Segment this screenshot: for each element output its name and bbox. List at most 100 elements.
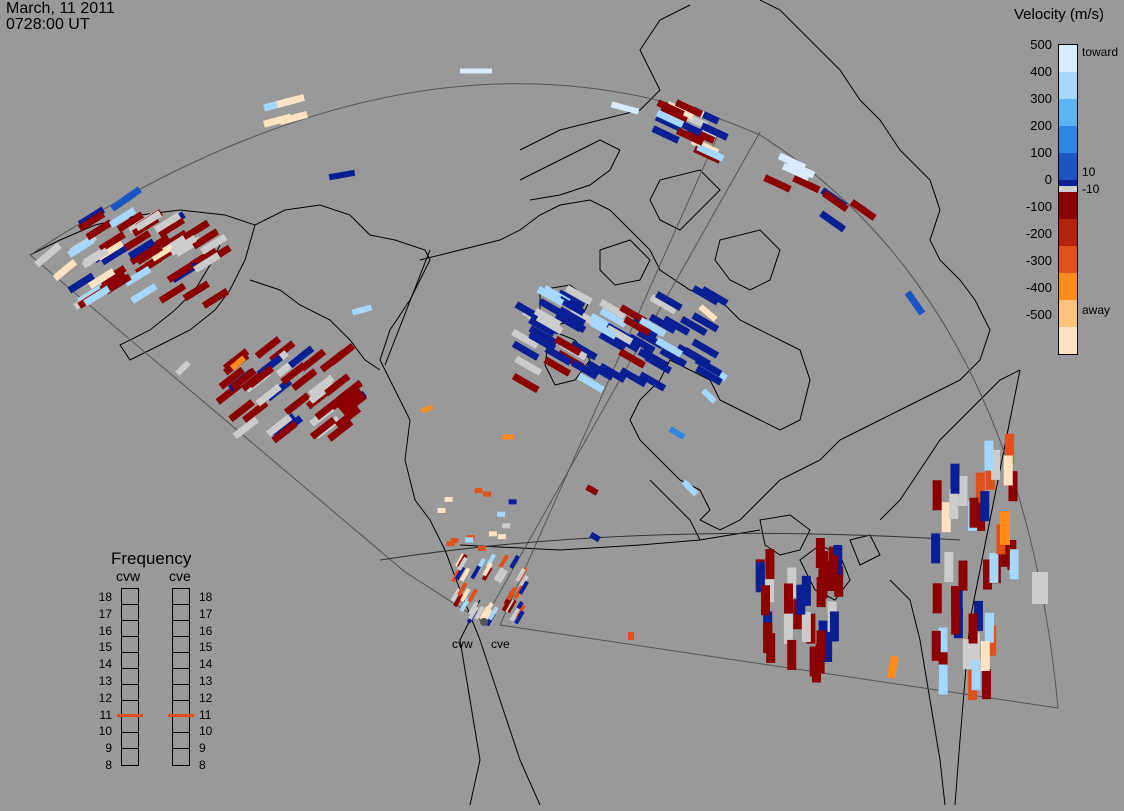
velocity-cell [536, 286, 565, 307]
colorbar-segment [1059, 99, 1077, 126]
velocity-cell [958, 475, 968, 506]
frequency-level-label: 18 [98, 590, 112, 604]
velocity-cell [83, 285, 111, 307]
velocity-cell [627, 333, 656, 354]
colorbar-tick-label: 200 [1030, 118, 1052, 133]
velocity-cell [474, 488, 483, 494]
velocity-cell [182, 219, 211, 241]
colorbar-tick-label: -100 [1025, 199, 1052, 214]
frequency-cell [122, 733, 138, 749]
velocity-cell [787, 160, 816, 179]
velocity-cell [984, 612, 994, 643]
velocity-cell [654, 290, 683, 312]
velocity-cell [676, 343, 704, 364]
frequency-level-label: 9 [105, 741, 112, 756]
frequency-title: Frequency [111, 549, 192, 568]
velocity-cell [228, 399, 255, 422]
colorbar-tick-label: 100 [1030, 145, 1052, 160]
velocity-cell [535, 314, 564, 335]
frequency-cell [173, 621, 189, 637]
frequency-cell [173, 637, 189, 653]
velocity-cell [700, 286, 729, 307]
velocity-cell [829, 611, 839, 642]
velocity-cell [763, 622, 773, 653]
velocity-cell [932, 583, 942, 614]
velocity-cell [968, 613, 978, 644]
velocity-colorbar [1058, 44, 1078, 355]
velocity-cell [1009, 549, 1019, 580]
frequency-cell [173, 589, 189, 605]
velocity-cell [283, 392, 311, 416]
velocity-cell [190, 246, 218, 268]
radar-label-cve: cve [491, 637, 510, 651]
time-label: 0728:00 UT [6, 16, 90, 33]
velocity-cell [691, 312, 720, 333]
radar-name-cvw: cvw [116, 568, 141, 584]
toward-label: toward [1082, 45, 1119, 59]
frequency-cell [122, 717, 138, 733]
velocity-cell [351, 304, 373, 316]
velocity-cell [887, 655, 899, 679]
colorbar-tick-label: -200 [1025, 226, 1052, 241]
colorbar-tick-label: 400 [1030, 64, 1052, 79]
velocity-cell [230, 367, 257, 391]
velocity-cell [199, 233, 228, 255]
velocity-cell [623, 316, 652, 337]
frequency-cell [122, 621, 138, 637]
velocity-cell [459, 567, 471, 582]
frequency-level-label: 13 [98, 674, 112, 688]
frequency-cell [122, 589, 138, 605]
velocity-cell [610, 101, 640, 115]
colorbar-segment [1059, 180, 1077, 186]
velocity-cell [765, 549, 775, 580]
velocity-cells [34, 68, 1048, 701]
velocity-cell [511, 340, 540, 361]
colorbar-segment [1059, 192, 1077, 219]
velocity-cell [981, 669, 991, 700]
colorbar-segment [1059, 300, 1077, 327]
frequency-cell [122, 653, 138, 669]
velocity-cell [980, 491, 990, 522]
velocity-cell [675, 127, 705, 146]
velocity-cell [931, 630, 941, 661]
velocity-cell [488, 531, 497, 537]
colorbar-segment [1059, 126, 1077, 153]
velocity-cell [784, 583, 794, 614]
velocity-cell [485, 553, 496, 568]
radar-name-cve: cve [169, 568, 191, 584]
velocity-cell [501, 597, 513, 612]
velocity-cell [544, 345, 573, 366]
velocity-cell [104, 273, 132, 295]
frequency-cell [122, 749, 138, 765]
velocity-cell [554, 335, 582, 356]
velocity-cell [130, 283, 158, 304]
velocity-cell [511, 328, 539, 349]
velocity-cell [340, 392, 367, 416]
velocity-cell [67, 236, 95, 258]
velocity-cell [218, 366, 245, 390]
velocity-cell [493, 567, 505, 582]
colorbar-inner-tick: 10 [1082, 165, 1096, 179]
velocity-cell [980, 641, 990, 672]
velocity-cell [454, 566, 466, 581]
frequency-level-label: 15 [98, 640, 112, 655]
velocity-cell [932, 480, 942, 511]
velocity-cell [659, 347, 688, 368]
velocity-cell [557, 289, 586, 310]
colorbar-inner-tick: -10 [1082, 182, 1100, 196]
velocity-cell [619, 304, 648, 325]
frequency-level-label: 16 [199, 623, 213, 638]
colorbar-tick-label: 0 [1044, 172, 1052, 187]
velocity-cell [511, 373, 540, 394]
velocity-cell [52, 258, 78, 282]
velocity-cell [85, 219, 113, 241]
frequency-level-label: 17 [199, 606, 213, 621]
velocity-cell [801, 612, 811, 643]
velocity-cell [468, 601, 479, 616]
velocity-cell [157, 216, 186, 238]
colorbar-segment [1059, 246, 1077, 273]
frequency-level-label: 11 [199, 707, 212, 722]
frequency-level-label: 8 [105, 758, 112, 772]
velocity-cell [127, 238, 156, 260]
velocity-cell [309, 416, 337, 440]
